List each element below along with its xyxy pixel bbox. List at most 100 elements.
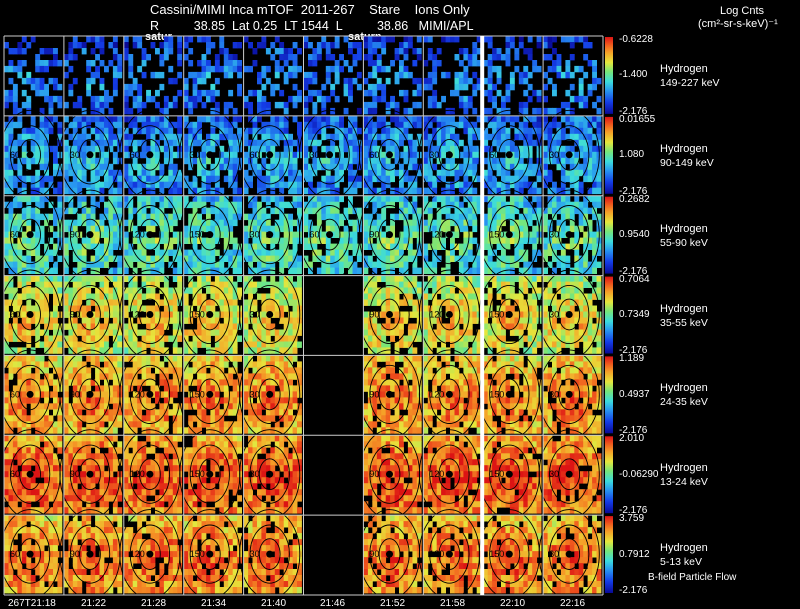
contour-line — [369, 524, 410, 584]
saturn-marker — [86, 311, 94, 318]
colorbar-5 — [605, 436, 613, 514]
contour-label: 60 — [10, 469, 20, 479]
contour-line — [79, 378, 101, 411]
contour-label: 150 — [190, 389, 205, 399]
grid-lines — [3, 35, 604, 596]
contour-label: 30 — [549, 230, 559, 240]
contour-line — [198, 538, 221, 570]
time-tick-label: 22:10 — [500, 598, 526, 609]
colorbar-mid-label: -0.06290 — [619, 469, 659, 480]
image-cell-2-0: 60 — [0, 189, 63, 280]
contour-line — [498, 378, 521, 411]
contour-line — [489, 284, 530, 345]
panel-species-label: Hydrogen — [660, 382, 708, 394]
image-cell-1-4: 60 — [239, 109, 302, 200]
panel-species-label: Hydrogen — [660, 223, 708, 235]
image-cell-5-6: 90 — [358, 429, 422, 520]
panel-species-label: Hydrogen — [660, 542, 708, 554]
panel-row-0 — [4, 36, 602, 115]
colorbar-max-label: 0.2682 — [619, 194, 650, 205]
image-cell-3-0: 60 — [0, 269, 63, 360]
colorbar-mid-label: 0.4937 — [619, 389, 650, 400]
image-cell-5-9: 30 — [538, 429, 602, 520]
contour-label: 150 — [190, 469, 205, 479]
contour-label: 150 — [489, 310, 504, 320]
image-cell-2-4: 30 — [239, 189, 302, 280]
contour-line — [189, 364, 230, 424]
contour-line — [438, 298, 461, 331]
image-cell-0-8 — [483, 36, 542, 115]
saturn-marker — [565, 231, 573, 239]
contour-line — [9, 205, 51, 265]
image-cell-2-6: 90 — [358, 189, 422, 280]
image-cell-0-1 — [63, 36, 123, 115]
contour-label: 30 — [549, 389, 559, 399]
contour-label: 120 — [429, 389, 444, 399]
saturn-marker — [386, 550, 393, 558]
saturn-marker — [86, 550, 94, 558]
saturn-marker — [146, 231, 154, 239]
panel-energy-label: 24-35 keV — [660, 396, 708, 408]
plot-title: Cassini/MIMI Inca mTOF 2011-267 Stare Io… — [150, 2, 470, 17]
colorbar-min-label: -2.176 — [619, 266, 648, 277]
image-cell-1-0: 60 — [0, 109, 63, 200]
contour-label: 90 — [369, 469, 379, 479]
saturn-marker — [505, 231, 513, 239]
contour-label: 60 — [310, 230, 320, 240]
contour-line — [258, 138, 281, 171]
image-cell-1-6: 60 — [358, 109, 422, 200]
image-cell-6-8: 150 — [478, 509, 542, 600]
contour-label: 30 — [250, 389, 260, 399]
panel-row-4: 60 90 120 150 30 90 120 150 30 — [0, 349, 602, 440]
contour-line — [549, 284, 590, 345]
contour-label: 30 — [250, 549, 260, 559]
contour-label: 90 — [369, 549, 379, 559]
contour-line — [429, 364, 470, 424]
contour-line — [198, 138, 221, 171]
panel-species-label: Hydrogen — [660, 143, 708, 155]
image-cell-2-2: 120 — [119, 189, 183, 280]
saturn-marker — [86, 151, 94, 159]
contour-line — [19, 138, 41, 171]
contour-label: 90 — [70, 310, 80, 320]
contour-line — [189, 524, 230, 584]
contour-line — [69, 524, 111, 584]
image-cell-3-6: 90 — [358, 269, 422, 360]
image-cell-4-6: 90 — [358, 349, 422, 440]
contour-line — [69, 284, 111, 345]
colorbar-min-label: -2.176 — [619, 345, 648, 356]
image-cell-0-5 — [303, 36, 362, 115]
contour-line — [309, 205, 350, 265]
contour-line — [9, 125, 51, 185]
contour-label: 30 — [310, 150, 320, 160]
image-cell-2-7: 120 — [418, 189, 482, 280]
saturn-marker — [386, 311, 393, 318]
image-cell-3-3: 150 — [179, 269, 242, 360]
contour-label: 60 — [250, 150, 260, 160]
contour-line — [558, 138, 581, 171]
contour-line — [318, 138, 341, 171]
saturn-marker — [26, 550, 34, 558]
saturn-marker — [266, 311, 274, 318]
time-tick-label: 267T21:18 — [8, 598, 56, 609]
saturn-marker — [565, 311, 573, 318]
contour-line — [139, 378, 161, 411]
saturn-marker — [326, 231, 334, 239]
contour-line — [558, 538, 581, 570]
contour-line — [79, 138, 101, 171]
contour-line — [139, 138, 161, 171]
panel-row-3: 60 90 120 150 30 90 120 150 30 — [0, 269, 602, 360]
contour-line — [498, 458, 521, 491]
contour-line — [498, 298, 521, 331]
image-cell-1-1: 30 — [59, 109, 123, 200]
contour-line — [378, 138, 401, 171]
contour-line — [69, 444, 111, 504]
saturn-marker — [266, 151, 274, 159]
contour-line — [429, 284, 470, 345]
contour-line — [558, 378, 581, 411]
plot-subtitle: R 38.85 Lat 0.25 LT 1544 L 38.86 MIMI/AP… — [150, 19, 474, 33]
contour-line — [9, 444, 51, 504]
image-cell-4-3: 150 — [179, 349, 242, 440]
contour-line — [549, 444, 590, 504]
image-cell-5-4: 30 — [239, 429, 302, 520]
